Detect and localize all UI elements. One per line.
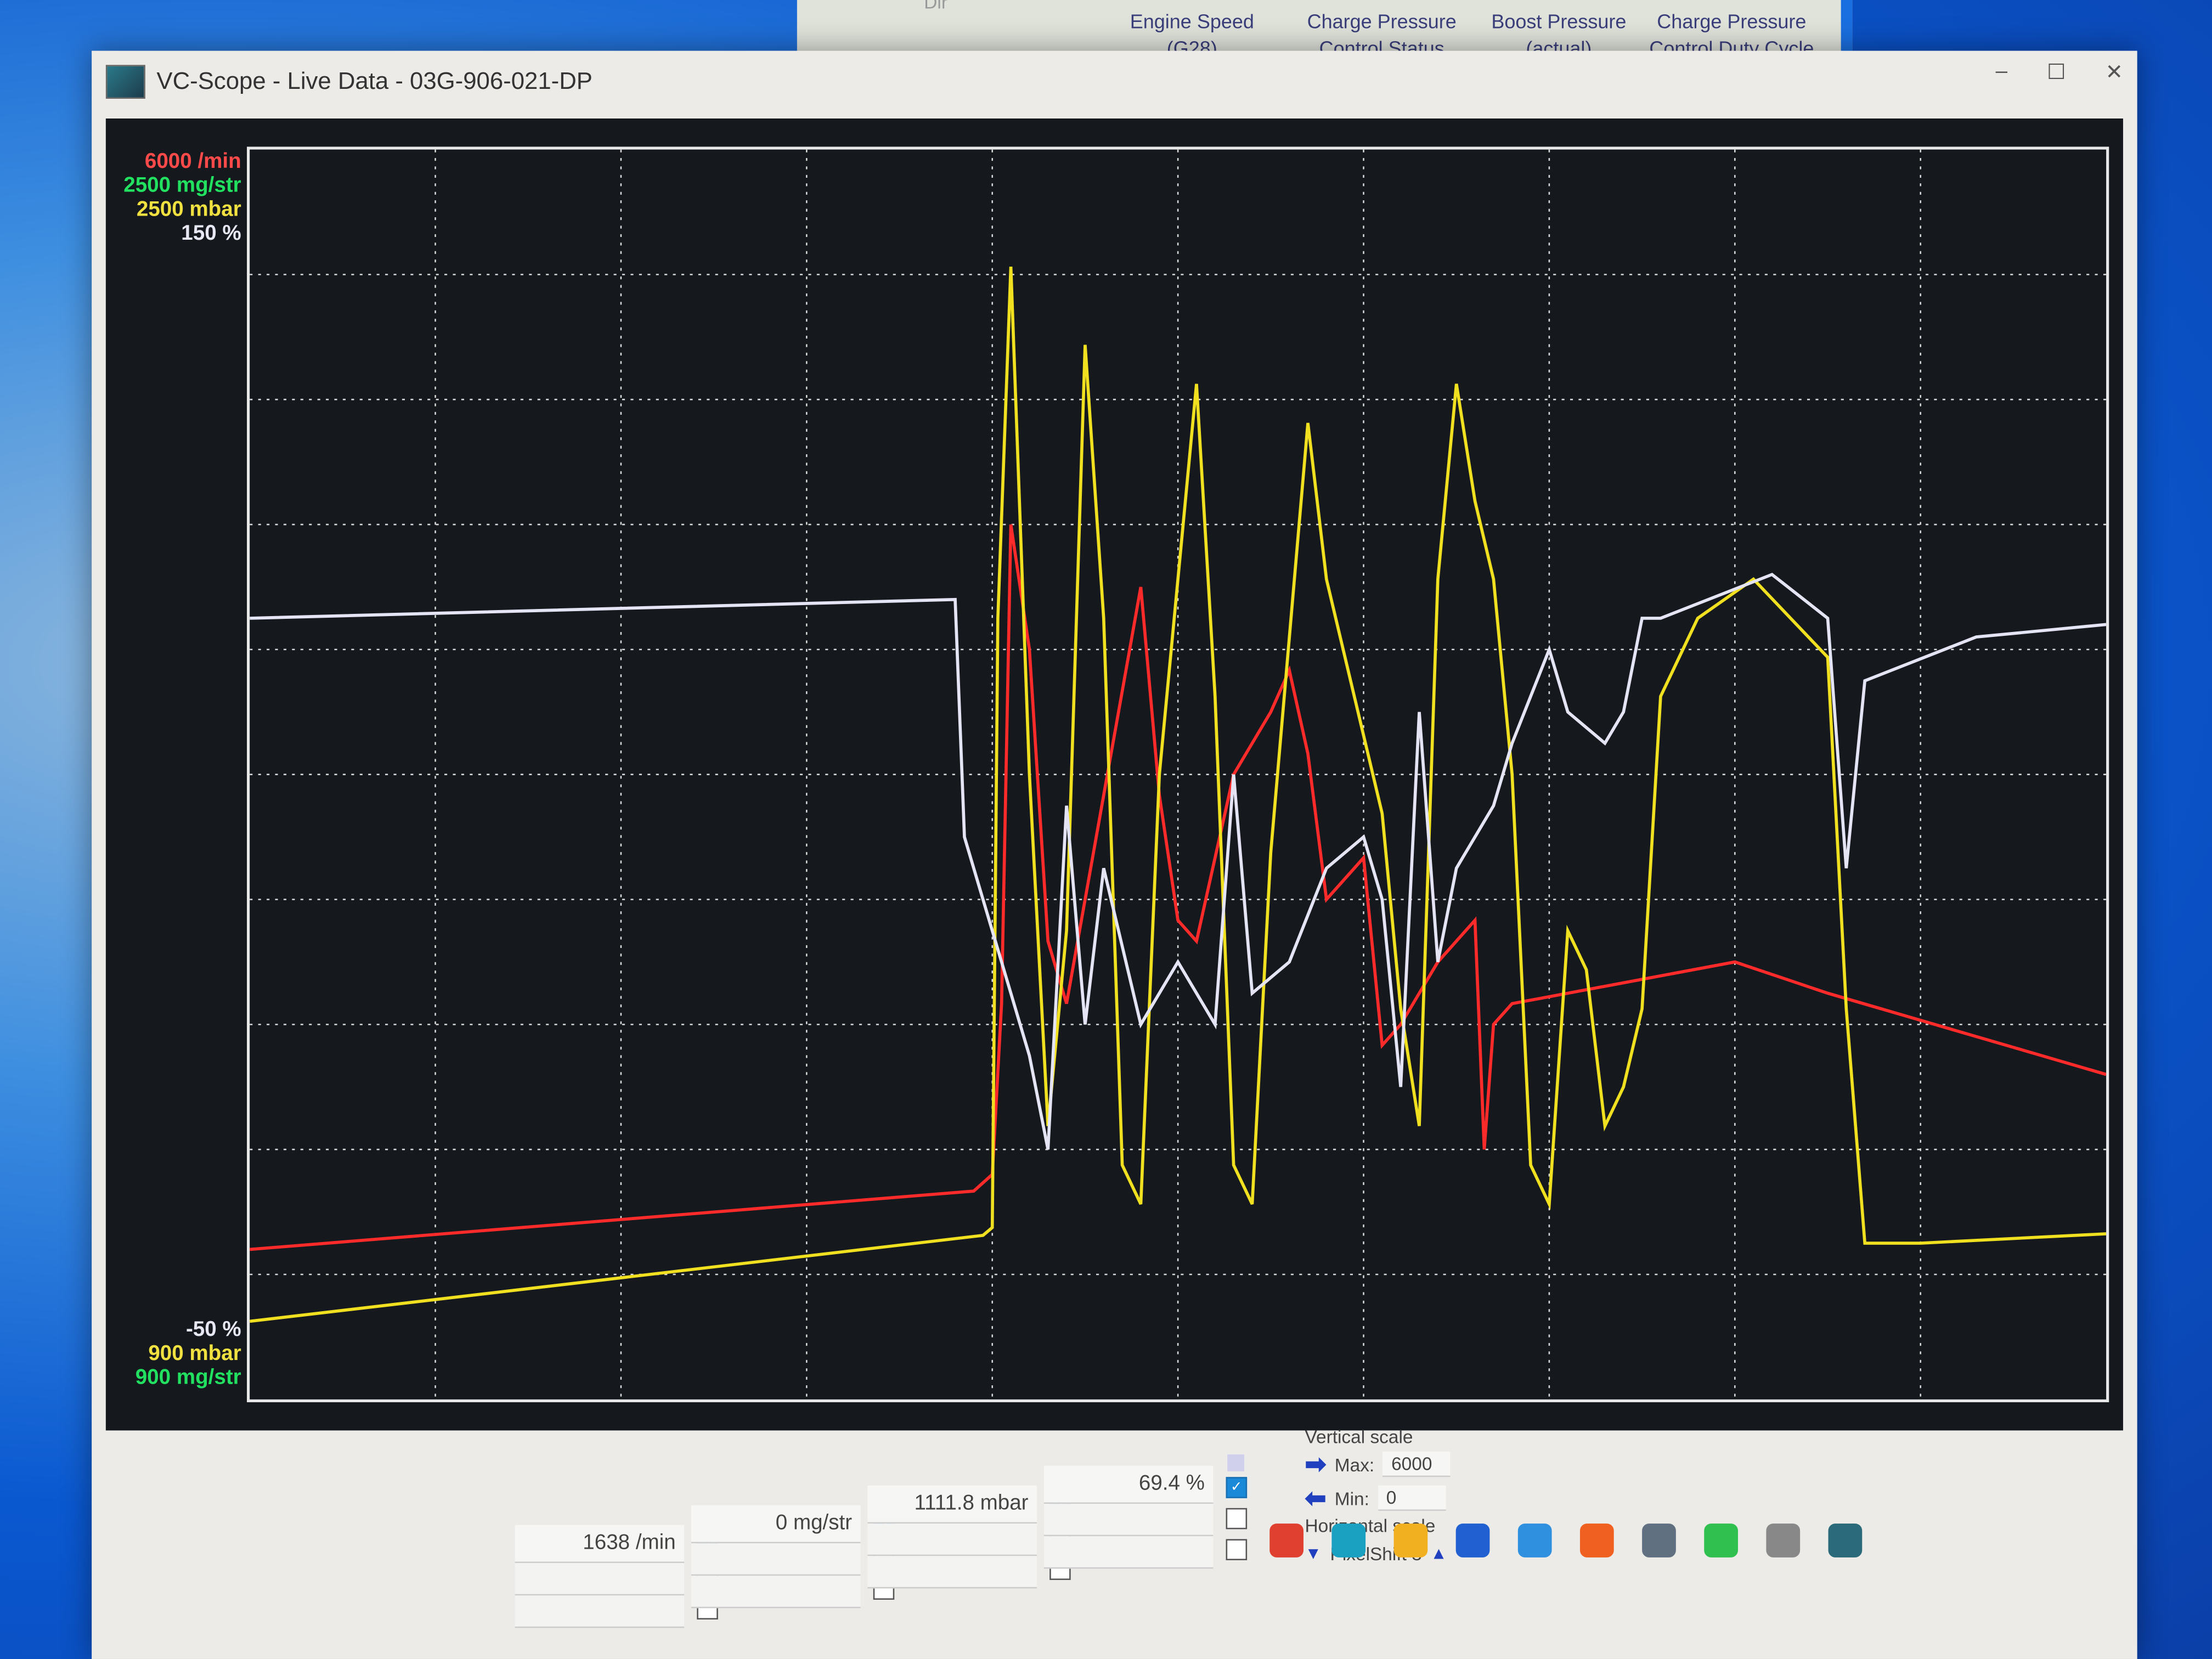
column-boost-pressure: Boost Pressure (actual) — [1491, 9, 1627, 59]
channel-3: 69.4 % ✓ — [1043, 1454, 1248, 1569]
vc-scope-app-icon — [105, 65, 145, 99]
column-duty-cycle: Charge Pressure Control Duty Cycle — [1649, 9, 1814, 59]
maximize-button[interactable]: ☐ — [2047, 60, 2066, 85]
channel-slot — [691, 1543, 861, 1576]
channel-value: 1638 /min — [515, 1525, 685, 1564]
channel-slot — [1043, 1536, 1214, 1569]
channel-color-swatch — [1227, 1454, 1244, 1471]
channel-value: 1111.8 mbar — [867, 1485, 1037, 1524]
max-label: Max: — [1334, 1453, 1375, 1475]
vc-scope-icon[interactable] — [1828, 1523, 1863, 1558]
axis-scale-label: 6000 /min — [144, 149, 241, 174]
channel-0: 1638 /min ✓ — [515, 1514, 718, 1628]
arrow-down-icon[interactable]: ▼ — [1305, 1543, 1322, 1564]
scope-panel: 6000 /min 2500 mg/str 2500 mbar 150 % -50 %… — [105, 118, 2123, 1431]
edge-icon[interactable] — [1331, 1523, 1366, 1558]
background-window[interactable]: Dir Engine Speed (G28) Charge Pressure C… — [797, 0, 1853, 59]
min-label: Min: — [1334, 1487, 1369, 1509]
arrow-up-icon[interactable]: ▲ — [1430, 1543, 1447, 1564]
whatsapp-icon[interactable] — [1704, 1523, 1738, 1558]
mail-icon[interactable] — [1517, 1523, 1552, 1558]
channel-checkbox[interactable] — [1226, 1508, 1248, 1530]
vcds-x64-icon[interactable] — [1766, 1523, 1801, 1558]
channel-checkbox[interactable] — [1226, 1539, 1248, 1560]
vertical-scale-label: Vertical scale — [1305, 1426, 1413, 1448]
axis-scale-label: 900 mg/str — [135, 1365, 241, 1390]
channel-2: 1111.8 mbar ✓ — [867, 1474, 1071, 1589]
taskbar — [1269, 1523, 1863, 1558]
channel-slot — [867, 1556, 1037, 1589]
channel-checkbox[interactable]: ✓ — [1226, 1477, 1248, 1498]
arrow-left-icon[interactable]: ⬅ — [1305, 1483, 1327, 1512]
axis-scale-label: 150 % — [181, 221, 241, 246]
series-line-1 — [250, 267, 2107, 1323]
channel-slot — [691, 1576, 861, 1609]
channel-slot — [515, 1563, 685, 1596]
channel-1: 0 mg/str ✓ — [691, 1494, 895, 1609]
channel-slot — [515, 1595, 685, 1628]
plot-area — [246, 146, 2109, 1402]
window-title: VC-Scope - Live Data - 03G-906-021-DP — [156, 67, 592, 95]
channel-value: 69.4 % — [1043, 1465, 1214, 1504]
axis-scale-label: 2500 mg/str — [123, 173, 241, 198]
firefox-icon[interactable] — [1579, 1523, 1614, 1558]
title-bar[interactable]: VC-Scope - Live Data - 03G-906-021-DP – … — [92, 51, 2137, 113]
channel-value: 0 mg/str — [691, 1505, 861, 1544]
channel-slot — [1043, 1504, 1214, 1537]
minimize-button[interactable]: – — [1995, 59, 2008, 83]
series-line-2 — [250, 572, 2107, 1150]
max-input[interactable]: 6000 — [1383, 1451, 1451, 1477]
vc-scope-window: VC-Scope - Live Data - 03G-906-021-DP – … — [92, 50, 2137, 1659]
folder-icon[interactable] — [1393, 1523, 1428, 1558]
close-button[interactable]: ✕ — [2105, 60, 2123, 85]
chrome-icon[interactable] — [1269, 1523, 1304, 1558]
min-input[interactable]: 0 — [1378, 1485, 1446, 1511]
store-icon[interactable] — [1455, 1523, 1490, 1558]
dir-label: Dir — [924, 0, 947, 13]
axis-scale-label: -50 % — [185, 1317, 241, 1342]
calculator-icon[interactable] — [1642, 1523, 1676, 1558]
axis-scale-label: 2500 mbar — [136, 197, 241, 222]
scope-chart — [250, 149, 2107, 1400]
arrow-right-icon[interactable]: ➡ — [1305, 1449, 1327, 1478]
channel-slot — [867, 1523, 1037, 1556]
axis-scale-label: 900 mbar — [148, 1341, 241, 1366]
